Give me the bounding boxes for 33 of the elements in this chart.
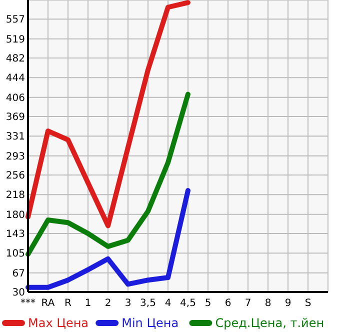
y-tick-label: 406 bbox=[6, 92, 25, 104]
x-tick-label: 2 bbox=[104, 298, 112, 309]
y-tick-label: 67 bbox=[12, 268, 25, 280]
x-tick-label: R bbox=[64, 298, 72, 309]
x-tick-label: S bbox=[304, 298, 312, 309]
y-tick-label: 519 bbox=[6, 34, 25, 46]
y-tick-label: 143 bbox=[6, 228, 25, 240]
y-tick-label: 331 bbox=[6, 132, 25, 143]
x-tick-label: RA bbox=[41, 298, 55, 309]
x-tick-label: 3,5 bbox=[140, 298, 156, 309]
x-tick-label: 1 bbox=[84, 298, 92, 309]
x-tick-label: 4 bbox=[164, 298, 172, 309]
x-tick-label: 3 bbox=[124, 298, 132, 309]
y-tick-label: 293 bbox=[6, 151, 25, 162]
y-tick-label: 256 bbox=[6, 170, 25, 182]
legend-label: Сред.Цена, т.йен bbox=[215, 316, 324, 330]
x-tick-label: 7 bbox=[244, 298, 252, 309]
y-tick-label: 482 bbox=[6, 53, 25, 64]
y-tick-label: 557 bbox=[6, 14, 25, 26]
legend-label: Max Цена bbox=[28, 316, 89, 330]
x-tick-label: 8 bbox=[264, 298, 272, 309]
y-tick-label: 444 bbox=[6, 73, 25, 84]
x-tick-label: *** bbox=[20, 298, 36, 309]
x-tick-label: 5 bbox=[204, 298, 212, 309]
y-tick-label: 180 bbox=[6, 210, 25, 221]
y-tick-label: 218 bbox=[6, 190, 25, 202]
y-tick-label: 105 bbox=[6, 248, 25, 260]
y-tick-label: 30 bbox=[12, 288, 25, 298]
x-tick-label: 6 bbox=[224, 298, 232, 309]
x-tick-label: 9 bbox=[284, 298, 292, 309]
legend-label: Min Цена bbox=[122, 316, 179, 330]
y-tick-label: 369 bbox=[6, 112, 25, 123]
x-tick-label: 4,5 bbox=[180, 298, 196, 309]
